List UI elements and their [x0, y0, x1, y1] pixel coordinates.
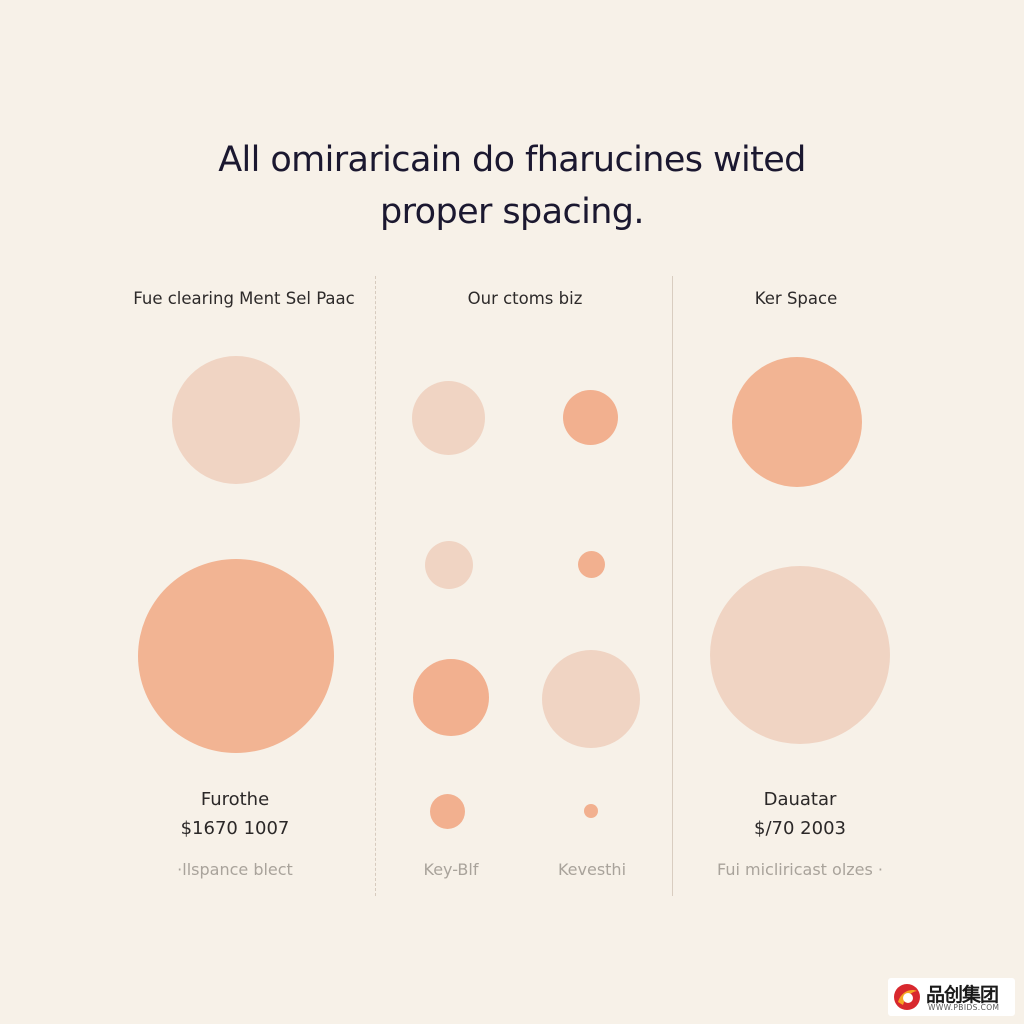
right-circle-large: [710, 566, 890, 744]
middle-circle-1b: [563, 390, 618, 445]
left-circle-large: [138, 559, 334, 753]
page-title: All omiraricain do fharucines wited prop…: [0, 134, 1024, 238]
right-stat-value: $/70 2003: [754, 818, 846, 839]
brand-logo-url: WWW.PBIDS.COM: [928, 1003, 1000, 1012]
left-stat-label: Furothe: [200, 789, 270, 810]
middle-circle-3a: [413, 659, 489, 736]
column-divider-right: [672, 276, 673, 896]
brand-logo: 品创集团 WWW.PBIDS.COM: [888, 978, 1015, 1016]
brand-logo-icon: [894, 984, 920, 1010]
middle-circle-2a: [425, 541, 473, 589]
left-caption: ·llspance blect: [177, 860, 293, 879]
right-stat-label: Dauatar: [763, 789, 837, 810]
right-circle-top: [732, 357, 862, 487]
left-column-header: Fue clearing Ment Sel Paac: [133, 289, 355, 308]
middle-caption-left: Key-Blf: [423, 860, 479, 879]
title-line-1: All omiraricain do fharucines wited: [218, 140, 806, 180]
left-stat-value: $1670 1007: [180, 818, 290, 839]
title-line-2: proper spacing.: [380, 192, 645, 232]
right-caption: Fui micliricast olzes ·: [716, 860, 884, 879]
column-divider-left: [375, 276, 376, 896]
middle-caption-right: Kevesthi: [557, 860, 627, 879]
middle-circle-2b: [578, 551, 605, 578]
left-circle-top: [172, 356, 300, 484]
right-column-header: Ker Space: [754, 289, 838, 308]
middle-circle-3b: [542, 650, 640, 748]
middle-circle-4b: [584, 804, 598, 818]
brand-logo-text: 品创集团: [926, 984, 999, 1006]
middle-circle-4a: [430, 794, 465, 829]
middle-circle-1a: [412, 381, 485, 455]
middle-column-header: Our ctoms biz: [467, 289, 583, 308]
